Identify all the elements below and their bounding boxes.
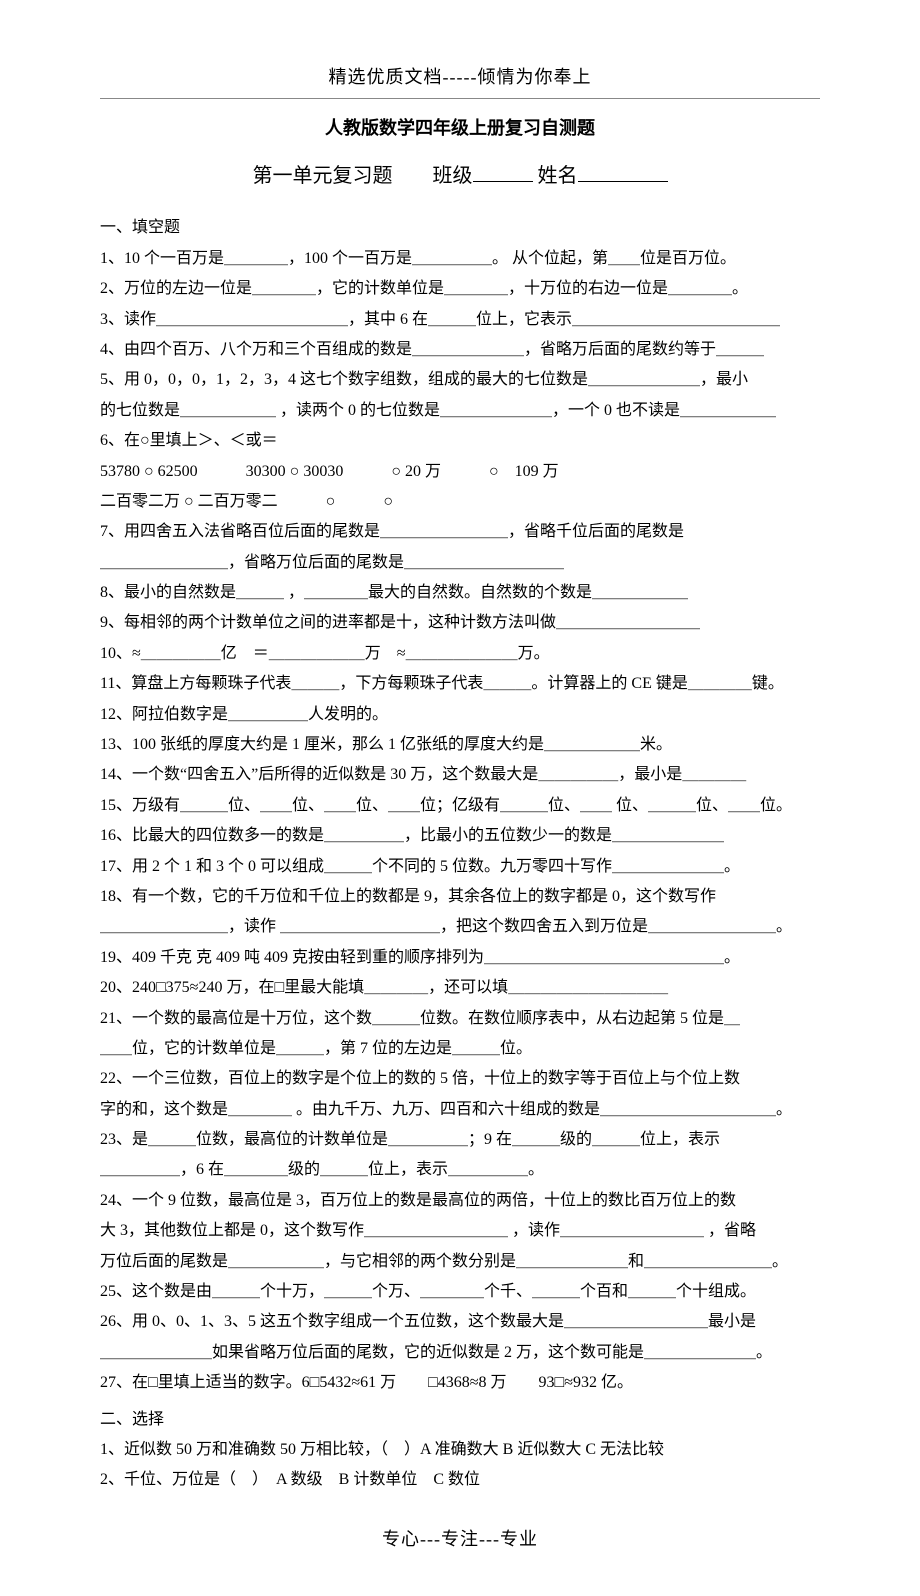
q21a: 21、一个数的最高位是十万位，这个数＿＿＿位数。在数位顺序表中，从右边起第 5 … [100, 1004, 820, 1034]
q18a: 18、有一个数，它的千万位和千位上的数都是 9，其余各位上的数字都是 0，这个数… [100, 882, 820, 912]
q21b: ＿＿位，它的计数单位是＿＿＿，第 7 位的左边是＿＿＿位。 [100, 1034, 820, 1064]
q8: 8、最小的自然数是＿＿＿ ，＿＿＿＿最大的自然数。自然数的个数是＿＿＿＿＿＿ [100, 578, 820, 608]
c1: 1、近似数 50 万和准确数 50 万相比较，（ ）A 准确数大 B 近似数大 … [100, 1435, 820, 1465]
section-1-head: 一、填空题 [100, 213, 820, 243]
q5a: 5、用 0，0，0，1，2，3，4 这七个数字组数，组成的最大的七位数是＿＿＿＿… [100, 365, 820, 395]
subtitle-mid: 姓名 [538, 165, 578, 187]
q11: 11、算盘上方每颗珠子代表＿＿＿，下方每颗珠子代表＿＿＿。计算器上的 CE 键是… [100, 669, 820, 699]
c2: 2、千位、万位是（ ） A 数级 B 计数单位 C 数位 [100, 1465, 820, 1495]
q19: 19、409 千克 克 409 吨 409 克按由轻到重的顺序排列为＿＿＿＿＿＿… [100, 943, 820, 973]
q7b: ＿＿＿＿＿＿＿＿，省略万位后面的尾数是＿＿＿＿＿＿＿＿＿＿ [100, 548, 820, 578]
q24a: 24、一个 9 位数，最高位是 3，百万位上的数是最高位的两倍，十位上的数比百万… [100, 1186, 820, 1216]
q16: 16、比最大的四位数多一的数是＿＿＿＿＿，比最小的五位数少一的数是＿＿＿＿＿＿＿ [100, 821, 820, 851]
q10: 10、≈＿＿＿＿＿亿 ＝＿＿＿＿＿＿万 ≈＿＿＿＿＿＿＿万。 [100, 639, 820, 669]
q22a: 22、一个三位数，百位上的数字是个位上的数的 5 倍，十位上的数字等于百位上与个… [100, 1064, 820, 1094]
q2: 2、万位的左边一位是＿＿＿＿，它的计数单位是＿＿＿＿，十万位的右边一位是＿＿＿＿… [100, 274, 820, 304]
q14: 14、一个数“四舍五入”后所得的近似数是 30 万，这个数最大是＿＿＿＿＿，最小… [100, 760, 820, 790]
q4: 4、由四个百万、八个万和三个百组成的数是＿＿＿＿＿＿＿，省略万后面的尾数约等于＿… [100, 335, 820, 365]
q12: 12、阿拉伯数字是＿＿＿＿＿人发明的。 [100, 700, 820, 730]
q1: 1、10 个一百万是＿＿＿＿，100 个一百万是＿＿＿＿＿。 从个位起，第＿＿位… [100, 244, 820, 274]
q6c: 二百零二万 ○ 二百万零二 ○ ○ [100, 487, 820, 517]
subtitle-prefix: 第一单元复习题 班级 [253, 165, 473, 187]
header-rule [100, 98, 820, 99]
q27: 27、在□里填上适当的数字。6□5432≈61 万 □4368≈8 万 93□≈… [100, 1368, 820, 1398]
q25: 25、这个数是由＿＿＿个十万，＿＿＿个万、＿＿＿＿个千、＿＿＿个百和＿＿＿个十组… [100, 1277, 820, 1307]
q13: 13、100 张纸的厚度大约是 1 厘米，那么 1 亿张纸的厚度大约是＿＿＿＿＿… [100, 730, 820, 760]
page-header: 精选优质文档-----倾情为你奉上 [100, 60, 820, 94]
q24c: 万位后面的尾数是＿＿＿＿＿＿，与它相邻的两个数分别是＿＿＿＿＿＿＿和＿＿＿＿＿＿… [100, 1247, 820, 1277]
q23b: ＿＿＿＿＿，6 在＿＿＿＿级的＿＿＿位上，表示＿＿＿＿＿。 [100, 1155, 820, 1185]
q6a: 6、在○里填上＞、＜或＝ [100, 426, 820, 456]
q3: 3、读作＿＿＿＿＿＿＿＿＿＿＿＿，其中 6 在＿＿＿位上，它表示＿＿＿＿＿＿＿＿… [100, 305, 820, 335]
subtitle: 第一单元复习题 班级 姓名 [100, 157, 820, 195]
name-blank [578, 162, 668, 182]
q26a: 26、用 0、0、1、3、5 这五个数字组成一个五位数，这个数最大是＿＿＿＿＿＿… [100, 1307, 820, 1337]
q22b: 字的和，这个数是＿＿＿＿ 。由九千万、九万、四百和六十组成的数是＿＿＿＿＿＿＿＿… [100, 1095, 820, 1125]
q18b: ＿＿＿＿＿＿＿＿，读作 ＿＿＿＿＿＿＿＿＿＿，把这个数四舍五入到万位是＿＿＿＿＿… [100, 912, 820, 942]
q20: 20、240□375≈240 万，在□里最大能填＿＿＿＿，还可以填＿＿＿＿＿＿＿… [100, 973, 820, 1003]
q24b: 大 3，其他数位上都是 0，这个数写作＿＿＿＿＿＿＿＿＿ ，读作＿＿＿＿＿＿＿＿… [100, 1216, 820, 1246]
q5b: 的七位数是＿＿＿＿＿＿ ，读两个 0 的七位数是＿＿＿＿＿＿＿，一个 0 也不读… [100, 396, 820, 426]
q6b: 53780 ○ 62500 30300 ○ 30030 ○ 20 万 ○ 109… [100, 457, 820, 487]
class-blank [473, 162, 533, 182]
q26b: ＿＿＿＿＿＿＿如果省略万位后面的尾数，它的近似数是 2 万，这个数可能是＿＿＿＿… [100, 1338, 820, 1368]
q15: 15、万级有＿＿＿位、＿＿位、＿＿位、＿＿位；亿级有＿＿＿位、＿＿ 位、＿＿＿位… [100, 791, 820, 821]
doc-title: 人教版数学四年级上册复习自测题 [100, 111, 820, 145]
page-footer: 专心---专注---专业 [100, 1522, 820, 1556]
q17: 17、用 2 个 1 和 3 个 0 可以组成＿＿＿个不同的 5 位数。九万零四… [100, 852, 820, 882]
q9: 9、每相邻的两个计数单位之间的进率都是十，这种计数方法叫做＿＿＿＿＿＿＿＿＿ [100, 608, 820, 638]
q23a: 23、是＿＿＿位数，最高位的计数单位是＿＿＿＿＿；9 在＿＿＿级的＿＿＿位上，表… [100, 1125, 820, 1155]
section-2-head: 二、选择 [100, 1405, 820, 1435]
q7a: 7、用四舍五入法省略百位后面的尾数是＿＿＿＿＿＿＿＿，省略千位后面的尾数是 [100, 517, 820, 547]
